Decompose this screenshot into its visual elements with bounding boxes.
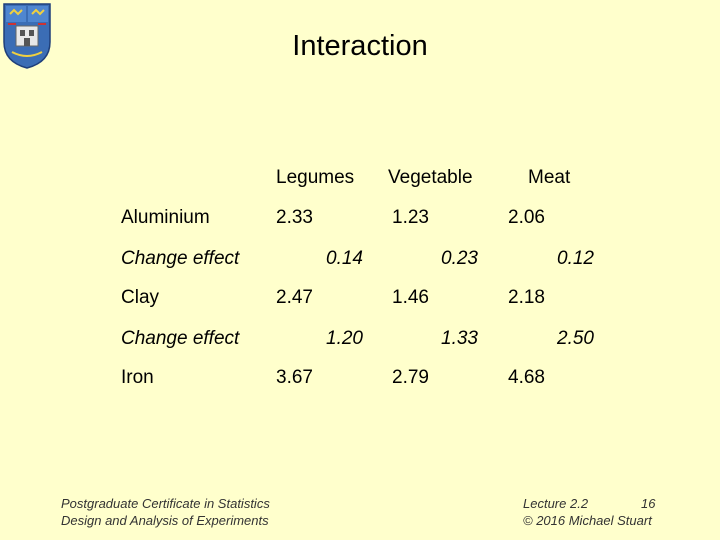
change-effect-1-meat: 0.12 [557,248,594,269]
row-label-change-effect-2: Change effect [121,328,240,349]
cell-iron-vegetable: 2.79 [392,367,429,388]
footer-course-line-2: Design and Analysis of Experiments [61,513,269,528]
cell-aluminium-vegetable: 1.23 [392,207,429,228]
cell-iron-legumes: 3.67 [276,367,313,388]
cell-clay-legumes: 2.47 [276,287,313,308]
row-label-clay: Clay [121,287,160,308]
college-crest-icon [2,2,52,70]
footer-page-number: 16 [641,496,656,511]
change-effect-2-vegetable: 1.33 [441,328,478,349]
row-label-aluminium: Aluminium [121,207,210,228]
footer-course-line-1: Postgraduate Certificate in Statistics [61,496,270,511]
cell-aluminium-legumes: 2.33 [276,207,313,228]
change-effect-2-legumes: 1.20 [326,328,363,349]
change-effect-2-meat: 2.50 [557,328,594,349]
change-effect-1-legumes: 0.14 [326,248,363,269]
footer-course: Postgraduate Certificate in Statistics D… [61,495,270,529]
column-header-vegetable: Vegetable [388,167,473,188]
footer-copyright: © 2016 Michael Stuart [523,513,652,528]
cell-clay-vegetable: 1.46 [392,287,429,308]
row-label-iron: Iron [121,367,154,388]
cell-aluminium-meat: 2.06 [508,207,545,228]
row-label-change-effect-1: Change effect [121,248,240,269]
column-header-meat: Meat [528,167,571,188]
column-header-legumes: Legumes [276,167,355,188]
slide-title: Interaction [292,30,428,62]
cell-iron-meat: 4.68 [508,367,545,388]
cell-clay-meat: 2.18 [508,287,545,308]
change-effect-1-vegetable: 0.23 [441,248,478,269]
footer-lecture-label: Lecture 2.2 [523,496,589,511]
